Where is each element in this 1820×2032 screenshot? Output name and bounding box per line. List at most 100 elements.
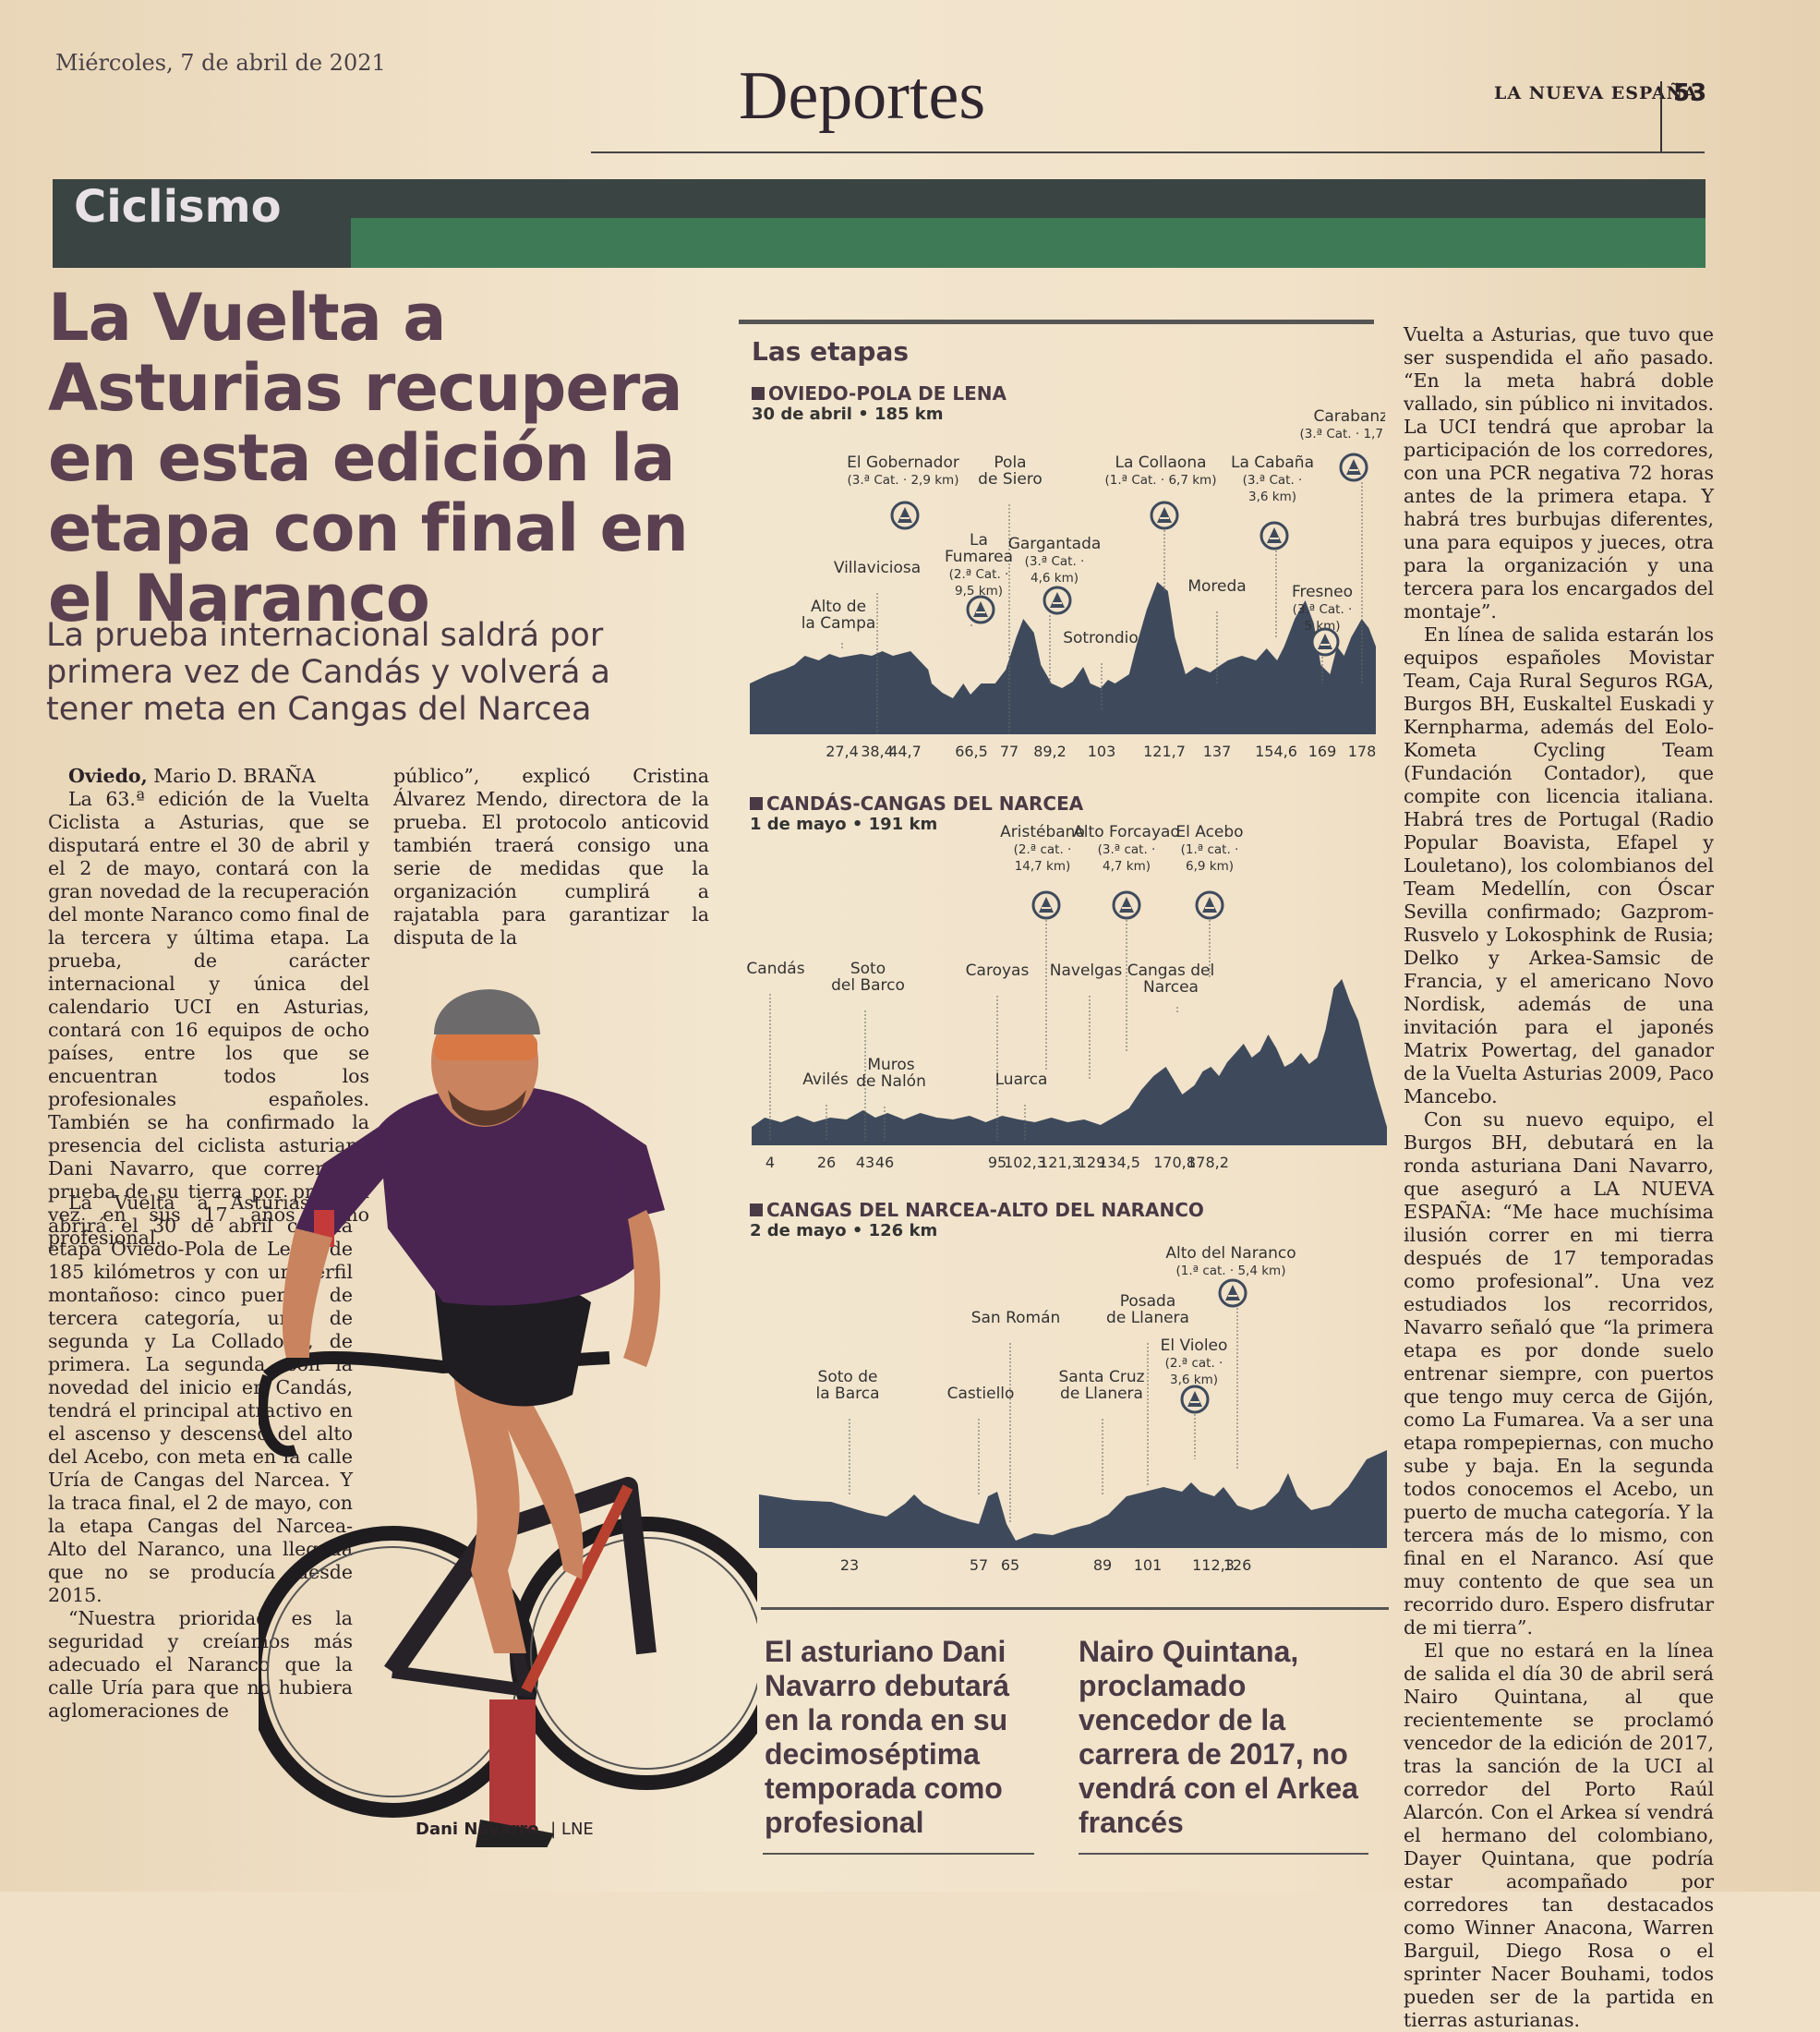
stage-2-profile: Candás Avilés Soto del Barco Muros de Nalón Ca… bbox=[746, 823, 1387, 1171]
stage-3-profile: Soto de la Barca Castiello San Román Santa C… bbox=[759, 1244, 1387, 1574]
place-label: Muros de Nalón bbox=[856, 1056, 926, 1091]
mountain-pass-icon bbox=[1339, 453, 1368, 482]
subheadline: La prueba internacional saldrá por prime… bbox=[46, 617, 610, 728]
km-label: 26 bbox=[817, 1154, 836, 1171]
headline: La Vuelta a Asturias recupera en esta ed… bbox=[48, 280, 689, 636]
caption-credit: | LNE bbox=[550, 1820, 594, 1839]
place-label: Candás bbox=[746, 960, 804, 978]
pullquote-rule bbox=[761, 1607, 1389, 1610]
article-paragraph: Oviedo, Mario D. BRAÑA bbox=[48, 765, 369, 788]
kicker-label: Ciclismo bbox=[74, 181, 282, 233]
pullquote-2: Nairo Quintana, proclamado vencedor de l… bbox=[1079, 1635, 1358, 1839]
place-label: El Gobernador (3.ª Cat. · 2,9 km) bbox=[847, 454, 959, 488]
stage-2-title: CANDÁS-CANGAS DEL NARCEA bbox=[766, 792, 1084, 815]
mountain-pass-icon bbox=[1218, 1278, 1247, 1308]
place-label: Avilés bbox=[802, 1070, 849, 1089]
place-label: Moreda bbox=[1187, 577, 1246, 596]
elevation-profile bbox=[759, 1450, 1387, 1548]
place-label: La Fumarea (2.ª Cat. · 9,5 km) bbox=[945, 531, 1013, 599]
article-paragraph: El que no estará en la línea de salida e… bbox=[1404, 1639, 1714, 2031]
stage-3-title: CANGAS DEL NARCEA-ALTO DEL NARANCO bbox=[766, 1199, 1204, 1221]
km-label: 57 bbox=[970, 1556, 988, 1574]
place-label: Luarca bbox=[995, 1070, 1048, 1089]
infographic-top-rule bbox=[739, 320, 1374, 324]
section-title: Deportes bbox=[739, 58, 986, 134]
place-label: San Román bbox=[971, 1309, 1061, 1327]
mountain-pass-icon bbox=[1195, 890, 1224, 920]
mountain-pass-icon bbox=[1043, 586, 1072, 615]
byline-place: Oviedo, bbox=[68, 765, 148, 787]
page-number: 53 bbox=[1673, 79, 1707, 107]
km-label: 126 bbox=[1223, 1556, 1252, 1574]
stage-1-header: OVIEDO-POLA DE LENA 30 de abril • 185 km bbox=[752, 382, 1006, 424]
km-label: 178 bbox=[1348, 743, 1377, 760]
mountain-pass-icon bbox=[1260, 521, 1289, 550]
stage-2-subtitle: 1 de mayo • 191 km bbox=[750, 815, 938, 834]
mountain-pass-icon bbox=[1150, 501, 1179, 530]
place-label: Castiello bbox=[947, 1385, 1015, 1403]
km-label: 4 bbox=[765, 1154, 775, 1171]
mountain-pass-icon bbox=[1180, 1385, 1210, 1414]
km-label: 77 bbox=[1000, 743, 1018, 760]
place-label: Soto del Barco bbox=[831, 960, 905, 995]
km-label: 154,6 bbox=[1255, 743, 1297, 760]
place-label: Cangas del Narcea bbox=[1127, 962, 1215, 997]
stage-2-header: CANDÁS-CANGAS DEL NARCEA 1 de mayo • 191… bbox=[750, 792, 1083, 834]
article-paragraph: En línea de salida estarán los equipos e… bbox=[1404, 623, 1714, 1107]
helmet bbox=[434, 989, 540, 1034]
place-label: Carabanzo(3.ª Cat. · 1,7 km) bbox=[1300, 407, 1385, 441]
mountain-pass-icon bbox=[890, 501, 920, 530]
stage-3-subtitle: 2 de mayo • 126 km bbox=[750, 1221, 938, 1240]
km-label: 101 bbox=[1134, 1556, 1163, 1574]
pullquote-2-underline bbox=[1079, 1853, 1368, 1855]
km-label: 89,2 bbox=[1033, 743, 1067, 760]
mountain-pass-icon bbox=[1112, 890, 1141, 920]
stage-3-header: CANGAS DEL NARCEA-ALTO DEL NARANCO 2 de … bbox=[750, 1199, 1204, 1240]
km-label: 46 bbox=[875, 1154, 894, 1171]
mountain-pass-icon bbox=[1031, 890, 1061, 920]
pullquote-1-underline bbox=[763, 1853, 1034, 1855]
place-label: Posada de Llanera bbox=[1106, 1292, 1189, 1327]
place-label: Villaviciosa bbox=[834, 559, 921, 577]
article-paragraph: “Nuestra prioridad es la seguridad y cre… bbox=[48, 1607, 353, 1722]
article-column-2: público”, explicó Cristina Álvarez Mendo… bbox=[393, 765, 709, 949]
place-label: Navelgas bbox=[1050, 962, 1123, 980]
mountain-pass-icon bbox=[966, 595, 995, 624]
byline-author: Mario D. BRAÑA bbox=[153, 765, 316, 787]
km-label: 102,3 bbox=[1004, 1154, 1046, 1171]
km-label: 27,4 bbox=[826, 743, 859, 760]
article-paragraph: público”, explicó Cristina Álvarez Mendo… bbox=[393, 765, 709, 949]
stage-1-profile: Alto de la Campa Villaviciosa El Gobernador… bbox=[750, 407, 1385, 760]
km-label: 178,2 bbox=[1187, 1154, 1229, 1171]
place-label: Alto del Naranco (1.ª cat. · 5,4 km) bbox=[1165, 1244, 1296, 1278]
km-label: 43 bbox=[856, 1154, 874, 1171]
km-label: 121,3 bbox=[1039, 1154, 1081, 1171]
place-label: Alto Forcayao (3.ª cat. · 4,7 km) bbox=[1073, 823, 1180, 874]
photo-caption: Dani Navarro. | LNE bbox=[416, 1820, 594, 1839]
km-label: 44,7 bbox=[888, 743, 922, 760]
kicker-band-accent bbox=[351, 218, 1705, 268]
header-divider bbox=[1660, 81, 1662, 151]
article-column-1: Oviedo, Mario D. BRAÑA La 63.ª edición d… bbox=[48, 765, 369, 1250]
place-label: El Acebo (1.ª cat. · 6,9 km) bbox=[1175, 823, 1243, 874]
km-label: 66,5 bbox=[955, 743, 988, 760]
place-label: Pola de Siero bbox=[978, 454, 1043, 489]
newspaper-page bbox=[0, 0, 1820, 1892]
km-label: 170,8 bbox=[1153, 1154, 1196, 1171]
place-label: Sotrondio bbox=[1063, 629, 1139, 647]
infographic-title: Las etapas bbox=[752, 336, 910, 367]
km-label: 134,5 bbox=[1098, 1154, 1140, 1171]
km-label: 95 bbox=[988, 1154, 1006, 1171]
place-label: La Collaona (1.ª Cat. · 6,7 km) bbox=[1105, 454, 1217, 488]
pullquote-1: El asturiano Dani Navarro debutará en la… bbox=[765, 1635, 1009, 1839]
elevation-profile bbox=[750, 582, 1376, 734]
issue-date: Miércoles, 7 de abril de 2021 bbox=[55, 50, 386, 76]
km-label: 112,3 bbox=[1192, 1556, 1235, 1574]
stage-1-title: OVIEDO-POLA DE LENA bbox=[768, 382, 1007, 405]
km-label: 23 bbox=[840, 1556, 859, 1574]
header-rule bbox=[591, 151, 1705, 153]
place-label: Aristébano (2.ª cat. · 14,7 km) bbox=[1000, 823, 1085, 874]
place-label: La Cabaña (3.ª Cat. · 3,6 km) bbox=[1231, 454, 1314, 504]
cyclist-photo bbox=[259, 989, 757, 1847]
sunglasses bbox=[434, 1034, 537, 1060]
